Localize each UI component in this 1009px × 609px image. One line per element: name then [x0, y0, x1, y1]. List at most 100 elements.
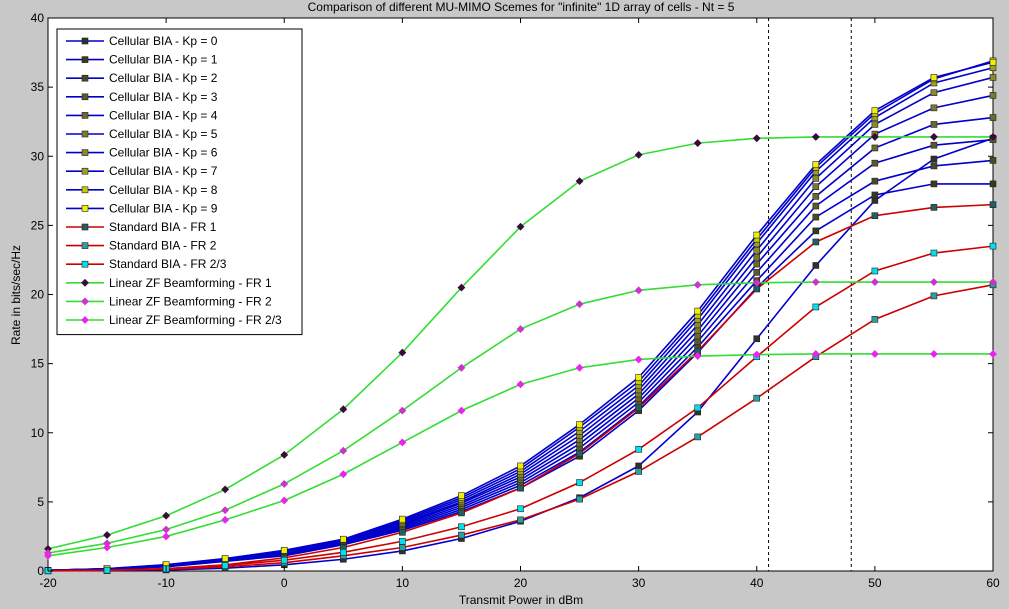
- data-point: [634, 286, 643, 295]
- data-point: [517, 516, 524, 524]
- data-point: [753, 394, 761, 402]
- x-tick-label: 40: [750, 576, 764, 590]
- data-point: [812, 202, 820, 210]
- data-point: [989, 157, 997, 164]
- series-layer: [44, 57, 997, 575]
- data-point: [339, 446, 348, 455]
- data-point: [753, 269, 761, 276]
- data-point: [221, 515, 230, 524]
- data-point: [458, 509, 465, 517]
- data-point: [103, 566, 111, 574]
- legend-marker: [81, 316, 89, 324]
- data-point: [752, 278, 761, 287]
- legend-item: Cellular BIA - Kp = 3: [66, 90, 218, 104]
- data-point: [871, 107, 879, 114]
- data-point: [753, 335, 761, 343]
- legend-label: Standard BIA - FR 2/3: [109, 257, 227, 271]
- legend-marker: [81, 93, 89, 101]
- legend-marker: [81, 242, 89, 249]
- data-point: [871, 121, 879, 128]
- legend-item: Cellular BIA - Kp = 4: [66, 108, 218, 122]
- data-point: [930, 121, 938, 128]
- data-point: [752, 350, 761, 359]
- legend-label: Cellular BIA - Kp = 9: [109, 201, 218, 215]
- data-point: [930, 350, 938, 358]
- data-point: [517, 462, 524, 470]
- data-point: [871, 212, 879, 219]
- data-point: [635, 374, 642, 381]
- legend-item: Cellular BIA - Kp = 8: [66, 183, 218, 197]
- legend-item: Standard BIA - FR 2: [66, 239, 217, 253]
- data-point: [693, 280, 702, 289]
- data-point: [753, 253, 761, 261]
- legend-item: Cellular BIA - Kp = 1: [66, 53, 218, 67]
- data-point: [576, 495, 583, 503]
- data-point: [694, 433, 701, 441]
- x-tick-label: -20: [39, 576, 57, 590]
- data-point: [989, 92, 997, 99]
- data-point: [517, 505, 524, 513]
- data-point: [989, 132, 997, 141]
- legend-marker: [81, 260, 89, 268]
- data-point: [811, 350, 820, 358]
- series-13: [44, 132, 997, 553]
- legend-label: Cellular BIA - Kp = 5: [109, 127, 218, 141]
- data-point: [575, 300, 584, 309]
- data-point: [753, 285, 761, 293]
- data-point: [694, 404, 701, 412]
- data-point: [930, 278, 938, 286]
- x-tick-label: 60: [986, 576, 1000, 590]
- data-point: [635, 446, 642, 453]
- x-axis-ticks: -20 -10 0 10 20 30 40 50 60: [39, 18, 1000, 590]
- x-tick-label: 0: [281, 576, 288, 590]
- data-point: [339, 405, 348, 414]
- legend-marker: [81, 278, 89, 287]
- legend-marker: [81, 205, 89, 212]
- data-point: [870, 350, 879, 358]
- y-tick-label: 15: [31, 357, 45, 371]
- data-point: [44, 551, 52, 560]
- data-point: [930, 292, 938, 300]
- x-axis-label: Transmit Power in dBm: [459, 593, 583, 607]
- legend-marker: [81, 56, 89, 63]
- legend-marker: [81, 74, 89, 82]
- legend-marker: [81, 149, 89, 156]
- y-tick-label: 35: [31, 80, 45, 94]
- legend-label: Linear ZF Beamforming - FR 2/3: [109, 313, 282, 327]
- data-point: [930, 141, 938, 149]
- data-point: [870, 278, 879, 286]
- x-tick-label: 10: [396, 576, 410, 590]
- data-point: [812, 193, 820, 200]
- data-point: [930, 104, 938, 112]
- data-point: [458, 492, 465, 499]
- data-point: [930, 162, 938, 170]
- data-point: [516, 380, 525, 389]
- data-point: [576, 479, 583, 486]
- data-point: [930, 74, 938, 81]
- data-point: [221, 555, 229, 562]
- data-point: [280, 479, 289, 488]
- legend-label: Cellular BIA - Kp = 7: [109, 164, 218, 178]
- y-tick-label: 10: [31, 426, 45, 440]
- data-point: [280, 556, 288, 564]
- data-point: [812, 262, 820, 269]
- data-point: [693, 139, 702, 148]
- data-point: [871, 177, 879, 185]
- data-point: [517, 484, 524, 492]
- data-point: [989, 350, 997, 358]
- data-point: [280, 450, 289, 459]
- legend-item: Cellular BIA - Kp = 6: [66, 146, 218, 160]
- data-point: [634, 355, 643, 364]
- data-point: [694, 338, 701, 345]
- data-point: [753, 260, 761, 268]
- legend-item: Cellular BIA - Kp = 7: [66, 164, 218, 178]
- legend-label: Linear ZF Beamforming - FR 2: [109, 294, 272, 308]
- legend-label: Cellular BIA - Kp = 4: [109, 108, 218, 122]
- data-point: [989, 64, 997, 72]
- data-point: [458, 523, 465, 531]
- y-tick-label: 20: [31, 288, 45, 302]
- data-point: [930, 132, 938, 141]
- legend: Cellular BIA - Kp = 0 Cellular BIA - Kp =…: [56, 28, 303, 336]
- data-point: [811, 278, 820, 286]
- data-point: [399, 515, 406, 523]
